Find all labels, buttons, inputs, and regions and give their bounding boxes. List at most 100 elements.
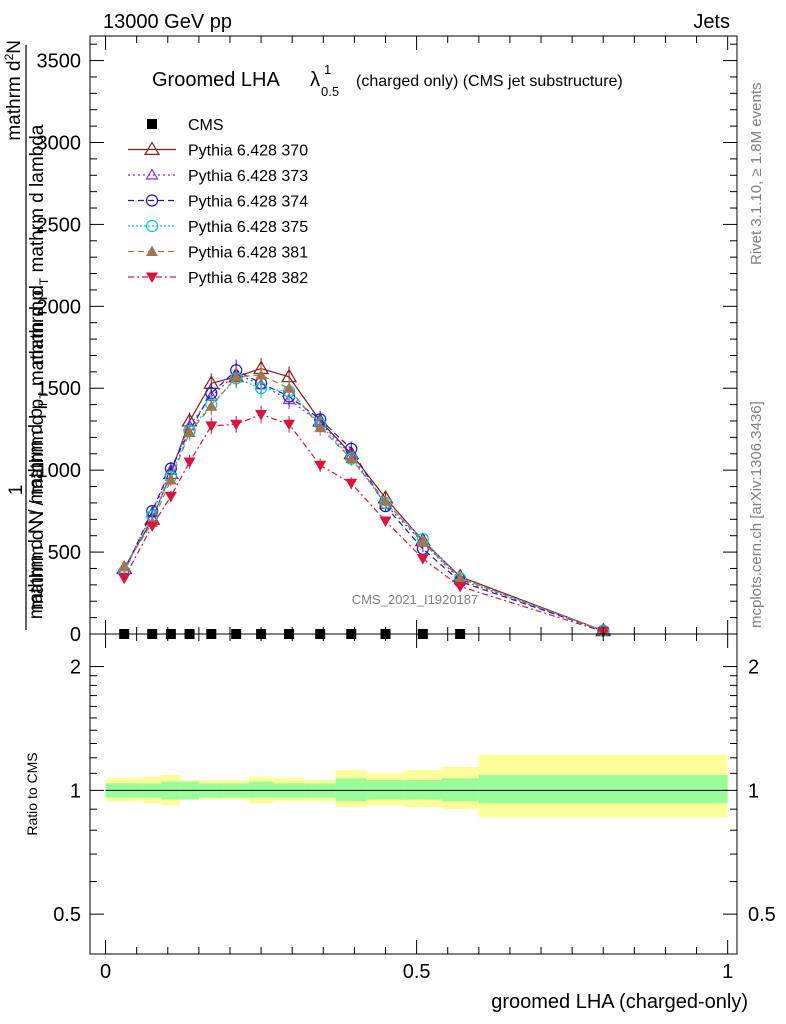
legend-label: CMS xyxy=(188,117,224,134)
data-point xyxy=(183,426,196,437)
legend-label: Pythia 6.428 374 xyxy=(188,194,308,211)
ratio-band-green xyxy=(478,774,728,804)
legend-label: Pythia 6.428 375 xyxy=(188,219,308,236)
x-tick-label: 0 xyxy=(100,961,111,983)
ylabel-denominator-top: mathrm d N / mathrm d pT mathrm d p xyxy=(27,290,51,610)
ratio-tick-label-left: 2 xyxy=(70,657,81,679)
ylabel-numerator-part1: mathrm d xyxy=(4,60,25,140)
data-point xyxy=(118,560,131,572)
ylabel-numerator-part2: N xyxy=(4,40,25,54)
ratio-band-green xyxy=(441,778,479,802)
data-point xyxy=(345,478,358,490)
title-rest: (charged only) (CMS jet substructure) xyxy=(356,73,623,90)
data-point xyxy=(379,516,392,527)
legend-marker xyxy=(143,141,161,155)
y-tick-label: 2500 xyxy=(37,214,82,236)
ratio-band-green xyxy=(335,778,367,802)
ylabel-denominator-top-sub: T xyxy=(37,391,51,399)
ylabel-numerator-sup: 2 xyxy=(2,53,16,60)
main-panel: 0 500 1000 1500 2000 2500 3000 3500 CMS_2021_I1… xyxy=(37,35,738,646)
series-line xyxy=(123,374,604,632)
legend-label: Pythia 6.428 382 xyxy=(188,270,308,287)
legend-label: Pythia 6.428 370 xyxy=(188,143,308,160)
ratio-y-axis: 0.5 0.5 1 1 2 2 xyxy=(53,657,776,927)
ratio-tick-label-left: 0.5 xyxy=(53,904,81,926)
data-point xyxy=(283,382,296,393)
data-point xyxy=(345,452,358,464)
legend-marker xyxy=(145,168,159,180)
series-6 xyxy=(118,405,610,638)
ratio-tick-label-right: 1 xyxy=(748,780,759,802)
data-point xyxy=(230,370,243,382)
watermark: CMS_2021_I1920187 xyxy=(352,592,479,607)
series-line xyxy=(123,369,604,632)
legend-item: Pythia 6.428 370 xyxy=(128,141,308,160)
ratio-tick-label-left: 1 xyxy=(70,780,81,802)
main-y-axis: 0 500 1000 1500 2000 2500 3000 3500 xyxy=(37,43,737,646)
legend-marker xyxy=(146,245,158,256)
data-point xyxy=(379,495,392,506)
legend-item: Pythia 6.428 375 xyxy=(128,219,308,236)
data-point xyxy=(146,521,159,532)
main-series-layer xyxy=(116,357,612,639)
legend-item: Pythia 6.428 373 xyxy=(128,168,308,185)
y-tick-label: 1000 xyxy=(37,460,82,482)
data-point xyxy=(416,554,429,565)
data-point xyxy=(164,491,177,503)
main-y-axis-label: 1 mathrm d2N mathrm dT mathrm d lambda m… xyxy=(2,40,51,630)
rivet-label: Rivet 3.1.10, ≥ 1.8M events xyxy=(748,83,765,266)
title-main: Groomed LHA xyxy=(152,69,280,91)
ylabel-denominator-bottom: mathrm d N / mathrm d pT xyxy=(26,400,50,619)
y-tick-label: 1500 xyxy=(37,378,82,400)
ylabel-denominator-bottom-sub: T xyxy=(36,400,50,408)
data-point xyxy=(314,460,327,472)
ylabel-denominator-bottom-a: mathrm d N / mathrm d p xyxy=(26,408,47,619)
ylabel-denominator-top-b: mathrm d p xyxy=(27,290,48,391)
legend-marker xyxy=(145,219,159,233)
ratio-panel: 0.5 0.51 12 2 0 0.5 1 Ratio to CMS groomed LH… xyxy=(24,36,776,1013)
ylabel-overlap-1-sub: T xyxy=(37,277,51,285)
title-lambda: λ xyxy=(310,69,320,91)
data-point xyxy=(255,369,268,380)
data-point xyxy=(164,473,177,485)
data-point xyxy=(183,457,196,468)
ylabel-overlap-1-a: mathrm d xyxy=(27,285,48,365)
y-tick-label: 500 xyxy=(48,542,81,564)
ratio-band-green xyxy=(404,779,442,800)
legend-marker xyxy=(147,119,157,129)
ratio-ylabel: Ratio to CMS xyxy=(24,752,40,835)
legend-item: Pythia 6.428 374 xyxy=(128,194,308,211)
title-sup: 1 xyxy=(324,62,331,77)
data-point xyxy=(283,419,296,431)
y-tick-label: 0 xyxy=(70,624,81,646)
x-tick-label: 1 xyxy=(722,961,733,983)
ratio-tick-label-right: 2 xyxy=(748,657,759,679)
ylabel-one: 1 xyxy=(6,485,27,496)
chart-title: Groomed LHA λ 1 0.5 (charged only) (CMS … xyxy=(152,62,623,99)
y-tick-label: 2000 xyxy=(37,296,82,318)
legend-item: Pythia 6.428 381 xyxy=(128,245,308,262)
legend: CMS Pythia 6.428 370 Pythia 6.428 373 Pythi… xyxy=(128,117,308,287)
legend-marker xyxy=(145,194,159,207)
ylabel-denominator-top-a: mathrm d N / mathrm d p xyxy=(27,399,48,610)
ratio-tick-label-right: 0.5 xyxy=(748,904,776,926)
ylabel-numerator: mathrm d2N xyxy=(2,40,25,141)
legend-item: Pythia 6.428 382 xyxy=(128,270,308,287)
title-sub: 0.5 xyxy=(321,84,339,99)
y-tick-label: 3500 xyxy=(37,51,82,73)
data-point xyxy=(230,419,243,431)
legend-item: CMS xyxy=(147,117,224,134)
ratio-band-green xyxy=(366,779,405,800)
x-tick-label: 0.5 xyxy=(403,961,431,983)
data-point xyxy=(255,409,268,421)
ylabel-overlap-1: mathrm dT mathrm d lambda xyxy=(27,124,51,365)
data-point xyxy=(454,581,467,593)
x-axis: 0 0.5 1 xyxy=(100,36,733,983)
ratio-panel-frame xyxy=(89,633,738,955)
ratio-bands xyxy=(105,754,728,818)
data-point xyxy=(205,421,218,432)
energy-label: 13000 GeV pp xyxy=(103,11,232,33)
data-point xyxy=(205,400,218,411)
mcplots-label: mcplots.cern.ch [arXiv:1306.3436] xyxy=(748,401,765,628)
